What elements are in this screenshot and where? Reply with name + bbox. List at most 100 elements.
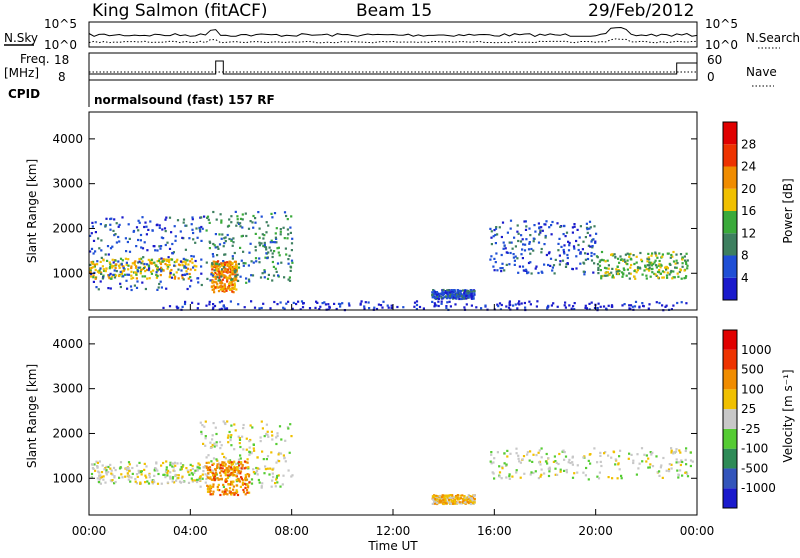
power-cell: [119, 270, 122, 273]
x-tick-label: 00:00: [680, 524, 715, 538]
power-cell: [207, 218, 210, 221]
velocity-cell: [675, 458, 678, 461]
power-cell: [265, 231, 268, 234]
velocity-cell: [206, 476, 209, 479]
velocity-cell: [588, 453, 591, 456]
power-cell: [159, 274, 162, 277]
power-cell: [575, 255, 578, 258]
power-cell: [461, 295, 464, 298]
power-cell: [494, 261, 497, 264]
velocity-cell: [534, 470, 537, 473]
power-cell: [241, 218, 244, 221]
power-cell: [639, 267, 642, 270]
power-cell: [610, 253, 613, 256]
velocity-cell: [632, 461, 635, 465]
power-cell: [146, 268, 149, 271]
velocity-cell: [278, 460, 281, 463]
power-cell: [297, 300, 300, 303]
velocity-cell: [643, 453, 646, 456]
power-cell: [211, 288, 214, 291]
velocity-cell: [668, 470, 671, 473]
power-cell: [270, 239, 273, 242]
velocity-cell: [242, 491, 246, 494]
velocity-cell: [261, 482, 264, 485]
power-cell: [532, 249, 535, 252]
power-cell: [676, 301, 679, 305]
power-cell: [619, 255, 622, 258]
power-cell: [153, 261, 156, 264]
power-cell: [222, 274, 225, 277]
velocity-cell: [260, 420, 263, 423]
power-cell: [472, 294, 475, 297]
power-cell: [590, 301, 593, 304]
power-cell: [448, 291, 451, 294]
power-cell: [228, 267, 231, 270]
power-cell: [211, 274, 214, 277]
velocity-cell: [207, 461, 210, 464]
power-cell: [629, 266, 632, 269]
power-cell: [166, 267, 169, 270]
power-cell: [585, 307, 588, 310]
power-cell: [109, 247, 113, 250]
velocity-cell: [104, 481, 107, 484]
power-cell: [130, 266, 133, 270]
velocity-cell: [614, 458, 617, 461]
power-cell: [676, 262, 679, 265]
power-cell: [655, 254, 658, 257]
velocity-cell: [554, 467, 557, 470]
power-cell: [214, 278, 217, 281]
power-cell: [203, 215, 206, 218]
velocity-cell: [529, 473, 532, 476]
power-cell: [563, 304, 566, 307]
power-cell: [111, 275, 114, 278]
power-cell: [104, 270, 107, 273]
velocity-cell: [256, 473, 259, 476]
velocity-cell: [223, 490, 226, 493]
power-cell: [138, 260, 141, 263]
power-cell: [131, 262, 134, 265]
power-cell: [105, 267, 108, 270]
power-cell: [168, 247, 172, 250]
power-cell: [219, 273, 222, 276]
power-cell: [269, 307, 272, 310]
power-cell: [549, 257, 553, 260]
velocity-cell: [677, 473, 680, 476]
power-cell: [258, 257, 261, 260]
power-cell: [529, 234, 532, 237]
power-cell: [222, 286, 225, 289]
velocity-cell: [211, 493, 214, 496]
power-cell: [604, 271, 607, 274]
power-cell: [171, 252, 174, 255]
power-cell: [224, 275, 227, 278]
power-cell: [98, 269, 101, 272]
power-cell: [125, 263, 128, 266]
power-cell: [314, 306, 317, 309]
power-cell: [147, 269, 150, 272]
power-cell: [470, 297, 473, 300]
velocity-cell: [456, 501, 459, 505]
power-cell: [154, 249, 157, 252]
power-cell: [232, 287, 235, 290]
power-cell: [659, 266, 662, 269]
velocity-cell: [434, 499, 437, 502]
power-cell: [582, 270, 585, 273]
power-cell: [458, 289, 461, 292]
velocity-cell: [442, 502, 445, 506]
velocity-cell: [667, 468, 671, 471]
velocity-cell: [95, 460, 98, 463]
velocity-cell: [256, 456, 259, 459]
velocity-cell: [148, 473, 151, 476]
power-cell: [628, 277, 631, 280]
power-cell: [215, 264, 218, 268]
power-cell: [107, 274, 110, 277]
power-cell: [197, 281, 200, 284]
power-cell: [591, 246, 594, 249]
power-cell: [113, 218, 116, 221]
velocity-cell: [610, 456, 613, 459]
velocity-cell: [270, 430, 273, 433]
velocity-cell: [109, 463, 112, 466]
power-cell: [107, 287, 110, 290]
velocity-cell: [196, 478, 199, 481]
power-cell: [672, 270, 675, 273]
power-cell: [648, 264, 651, 267]
